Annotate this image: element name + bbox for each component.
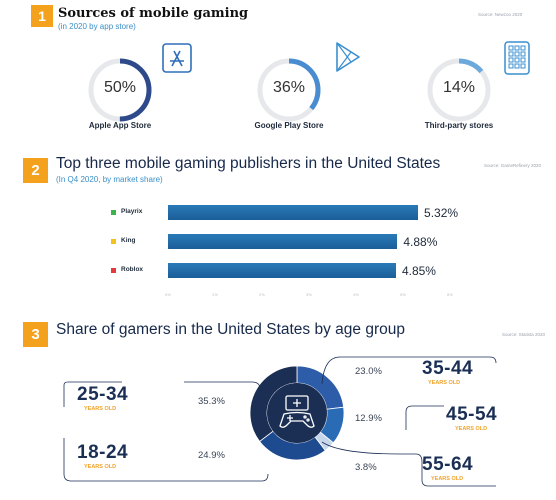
section-2-title: Top three mobile gaming publishers in th… [56, 155, 441, 172]
connector-45-54 [405, 405, 444, 430]
age-label-45-54: 45-54 [446, 404, 498, 425]
years-old-25-34: YEARS OLD [84, 406, 117, 412]
google-play-label: Google Play Store [254, 121, 324, 130]
connector-55-64 [321, 441, 496, 487]
section-3-number: 3 [23, 322, 48, 347]
third-party-ring [427, 58, 491, 122]
section-3-title: Share of gamers in the United States by … [56, 321, 405, 338]
x-tick-label: 3% [306, 292, 312, 297]
section-1-title: Sources of mobile gaming [58, 6, 249, 21]
years-old-35-44: YEARS OLD [428, 380, 461, 386]
google-play-icon [336, 42, 360, 72]
game-controller-icon [279, 395, 315, 428]
app-grid-icon [504, 41, 530, 75]
king-bar [168, 234, 398, 249]
x-tick-label: 5% [400, 292, 406, 297]
roblox-bar [168, 263, 396, 278]
age-label-35-44: 35-44 [422, 358, 474, 379]
google-play-ring-fill [257, 58, 321, 122]
google-play-percent: 36% [272, 79, 306, 96]
section-1-number: 1 [31, 5, 53, 27]
third-party-label: Third-party stores [424, 121, 494, 130]
connector-25-34 [63, 381, 261, 407]
google-play-ring [257, 58, 321, 122]
apple-store-label: Apple App Store [88, 121, 152, 130]
third-party-ring-fill [427, 58, 491, 122]
connector-18-24 [63, 438, 269, 482]
x-tick-label: 1% [212, 292, 218, 297]
age-percent-35-44: 23.0% [355, 366, 382, 377]
years-old-45-54: YEARS OLD [455, 426, 488, 432]
apple-store-ring [88, 58, 152, 122]
years-old-55-64: YEARS OLD [431, 476, 464, 482]
roblox-label: Roblox [121, 266, 144, 273]
x-tick-label: 4% [353, 292, 359, 297]
connector-35-44 [321, 356, 497, 385]
roblox-value-label: 4.85% [401, 264, 436, 278]
playrix-label: Playrix [121, 208, 143, 215]
apple-store-ring-fill [88, 58, 152, 122]
age-percent-18-24: 24.9% [198, 450, 225, 461]
playrix-legend-dot [111, 210, 116, 215]
section-2-number: 2 [23, 158, 48, 183]
section-2-source: Source: GameRefinery 2020 [484, 163, 542, 168]
apple-store-percent: 50% [103, 79, 137, 96]
king-legend-dot [111, 239, 116, 244]
section-2-subtitle: (In Q4 2020, by market share) [56, 175, 163, 184]
app-store-icon [162, 43, 192, 73]
playrix-value-label: 5.32% [424, 206, 459, 220]
age-label-18-24: 18-24 [77, 442, 129, 463]
x-tick-label: 6% [447, 292, 453, 297]
playrix-bar [168, 205, 419, 220]
years-old-18-24: YEARS OLD [84, 464, 117, 470]
section-3-source: Source: Statista 2020 [502, 332, 546, 337]
king-value-label: 4.88% [403, 235, 438, 249]
section-1-source: Source: Newzoo 2020 [478, 12, 523, 17]
age-label-25-34: 25-34 [77, 384, 129, 405]
age-percent-25-34: 35.3% [198, 396, 225, 407]
roblox-legend-dot [111, 268, 116, 273]
king-label: King [121, 237, 136, 244]
x-tick-label: 2% [259, 292, 265, 297]
x-tick-label: 0% [165, 292, 171, 297]
section-1-subtitle: (in 2020 by app store) [58, 22, 136, 31]
age-percent-45-54: 12.9% [355, 413, 382, 424]
age-label-55-64: 55-64 [422, 454, 474, 475]
age-donut-chart [249, 365, 345, 461]
third-party-percent: 14% [442, 79, 476, 96]
age-percent-55-64: 3.8% [355, 462, 377, 473]
